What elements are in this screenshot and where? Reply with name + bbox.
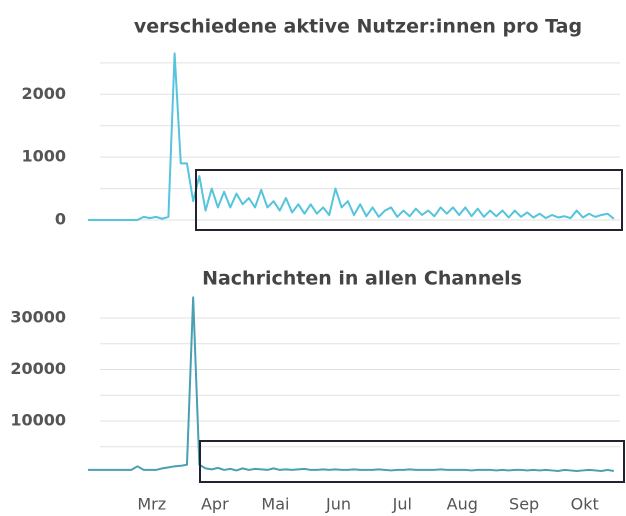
x-tick-label: Jul bbox=[392, 495, 412, 514]
x-tick-label: Aug bbox=[447, 495, 478, 514]
y-tick-label: 30000 bbox=[10, 308, 66, 327]
data-line bbox=[88, 296, 614, 472]
x-tick-label: Jun bbox=[325, 495, 351, 514]
data-line bbox=[88, 52, 615, 221]
x-tick-label: Sep bbox=[509, 495, 539, 514]
y-tick-label: 10000 bbox=[10, 411, 66, 430]
chart-title: Nachrichten in allen Channels bbox=[202, 268, 522, 290]
y-tick-label: 2000 bbox=[21, 84, 66, 103]
y-tick-label: 1000 bbox=[21, 147, 66, 166]
highlight-box bbox=[195, 169, 623, 231]
x-tick-label: Mai bbox=[261, 495, 289, 514]
x-tick-label: Mrz bbox=[137, 495, 166, 514]
x-tick-label: Apr bbox=[201, 495, 229, 514]
x-tick-label: Okt bbox=[571, 495, 599, 514]
chart-title: verschiedene aktive Nutzer:innen pro Tag bbox=[134, 16, 582, 38]
y-tick-label: 20000 bbox=[10, 359, 66, 378]
y-tick-label: 0 bbox=[55, 210, 66, 229]
highlight-box bbox=[199, 440, 625, 483]
